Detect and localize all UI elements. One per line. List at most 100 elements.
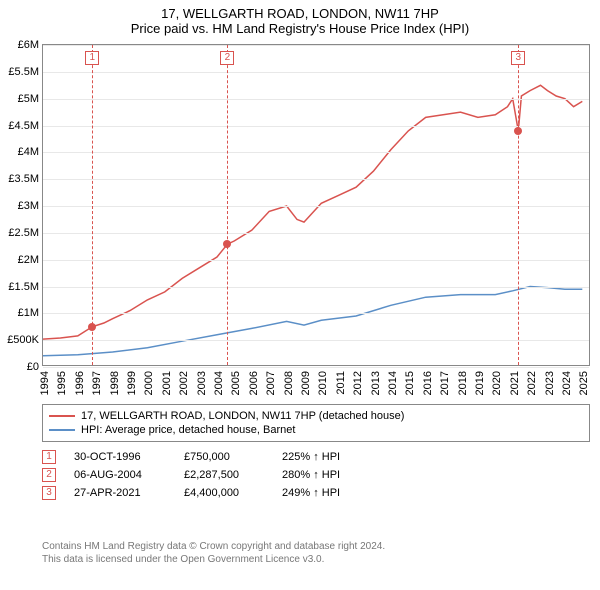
x-axis-tick-label: 2003: [196, 371, 208, 395]
gridline-horizontal: [43, 152, 589, 153]
legend-item: 17, WELLGARTH ROAD, LONDON, NW11 7HP (de…: [49, 409, 583, 423]
y-axis-tick-label: £3.5M: [8, 173, 39, 185]
x-axis-tick-label: 2021: [509, 371, 521, 395]
sale-row: 1 30-OCT-1996 £750,000 225% ↑ HPI: [42, 448, 340, 466]
gridline-horizontal: [43, 126, 589, 127]
y-axis-tick-label: £0: [27, 361, 39, 373]
title-block: 17, WELLGARTH ROAD, LONDON, NW11 7HP Pri…: [0, 0, 600, 38]
gridline-horizontal: [43, 233, 589, 234]
gridline-horizontal: [43, 340, 589, 341]
gridline-horizontal: [43, 179, 589, 180]
gridline-horizontal: [43, 313, 589, 314]
x-axis-tick-label: 2010: [317, 371, 329, 395]
sale-row-marker: 2: [42, 468, 56, 482]
footer-line-1: Contains HM Land Registry data © Crown c…: [42, 540, 385, 553]
y-axis-tick-label: £2.5M: [8, 227, 39, 239]
sale-date: 06-AUG-2004: [74, 469, 166, 481]
sale-dot: [223, 240, 231, 248]
x-axis-tick-label: 2023: [544, 371, 556, 395]
chart-subtitle: Price paid vs. HM Land Registry's House …: [0, 21, 600, 36]
x-axis-tick-label: 1996: [74, 371, 86, 395]
y-axis-tick-label: £500K: [7, 334, 39, 346]
x-axis-tick-label: 2025: [578, 371, 590, 395]
x-axis-tick-label: 2019: [474, 371, 486, 395]
series-line-hpi: [43, 287, 582, 356]
sale-dot: [88, 323, 96, 331]
x-axis-tick-label: 2000: [143, 371, 155, 395]
x-axis-tick-label: 2014: [387, 371, 399, 395]
legend-label: HPI: Average price, detached house, Barn…: [81, 424, 295, 436]
sale-row-marker: 3: [42, 486, 56, 500]
sale-date: 27-APR-2021: [74, 487, 166, 499]
legend: 17, WELLGARTH ROAD, LONDON, NW11 7HP (de…: [42, 404, 590, 442]
y-axis-tick-label: £1M: [18, 307, 39, 319]
legend-swatch: [49, 415, 75, 417]
sale-marker-vline: [518, 45, 519, 365]
series-line-property: [43, 85, 582, 339]
sale-pct: 225% ↑ HPI: [282, 451, 340, 463]
sales-table: 1 30-OCT-1996 £750,000 225% ↑ HPI 2 06-AUG-20…: [42, 448, 340, 502]
sale-dot: [514, 127, 522, 135]
sale-marker-vline: [92, 45, 93, 365]
sale-row-marker: 1: [42, 450, 56, 464]
footer-line-2: This data is licensed under the Open Gov…: [42, 553, 385, 566]
legend-swatch: [49, 429, 75, 431]
gridline-horizontal: [43, 72, 589, 73]
gridline-horizontal: [43, 367, 589, 368]
x-axis-tick-label: 2024: [561, 371, 573, 395]
sale-price: £750,000: [184, 451, 264, 463]
y-axis-tick-label: £4M: [18, 146, 39, 158]
y-axis-tick-label: £6M: [18, 39, 39, 51]
gridline-horizontal: [43, 45, 589, 46]
x-axis-tick-label: 2018: [457, 371, 469, 395]
x-axis-tick-label: 1998: [109, 371, 121, 395]
x-axis-tick-label: 2012: [352, 371, 364, 395]
x-axis-tick-label: 2002: [178, 371, 190, 395]
attribution-footer: Contains HM Land Registry data © Crown c…: [42, 540, 385, 566]
chart-title: 17, WELLGARTH ROAD, LONDON, NW11 7HP: [0, 6, 600, 21]
sale-marker-box: 3: [511, 51, 525, 65]
y-axis-tick-label: £5M: [18, 93, 39, 105]
plot-area: £0£500K£1M£1.5M£2M£2.5M£3M£3.5M£4M£4.5M£…: [42, 44, 590, 366]
sale-row: 2 06-AUG-2004 £2,287,500 280% ↑ HPI: [42, 466, 340, 484]
y-axis-tick-label: £4.5M: [8, 120, 39, 132]
sale-price: £4,400,000: [184, 487, 264, 499]
x-axis-tick-label: 2008: [283, 371, 295, 395]
y-axis-tick-label: £1.5M: [8, 281, 39, 293]
x-axis-tick-label: 2017: [439, 371, 451, 395]
x-axis-tick-label: 2022: [526, 371, 538, 395]
gridline-horizontal: [43, 99, 589, 100]
legend-label: 17, WELLGARTH ROAD, LONDON, NW11 7HP (de…: [81, 410, 404, 422]
x-axis-tick-label: 1999: [126, 371, 138, 395]
x-axis-tick-label: 2020: [491, 371, 503, 395]
sale-marker-vline: [227, 45, 228, 365]
chart-container: 17, WELLGARTH ROAD, LONDON, NW11 7HP Pri…: [0, 0, 600, 590]
sale-marker-box: 1: [85, 51, 99, 65]
x-axis-tick-label: 2011: [335, 371, 347, 395]
x-axis-tick-label: 1995: [56, 371, 68, 395]
x-axis-tick-label: 2009: [300, 371, 312, 395]
sale-price: £2,287,500: [184, 469, 264, 481]
y-axis-tick-label: £2M: [18, 254, 39, 266]
x-axis-tick-label: 2006: [248, 371, 260, 395]
x-axis-tick-label: 2001: [161, 371, 173, 395]
y-axis-tick-label: £3M: [18, 200, 39, 212]
x-axis-tick-label: 2016: [422, 371, 434, 395]
x-axis-tick-label: 2007: [265, 371, 277, 395]
x-axis-tick-label: 2005: [230, 371, 242, 395]
sale-row: 3 27-APR-2021 £4,400,000 249% ↑ HPI: [42, 484, 340, 502]
legend-item: HPI: Average price, detached house, Barn…: [49, 423, 583, 437]
x-axis-tick-label: 2004: [213, 371, 225, 395]
x-axis-tick-label: 1997: [91, 371, 103, 395]
sale-pct: 280% ↑ HPI: [282, 469, 340, 481]
gridline-horizontal: [43, 206, 589, 207]
x-axis-tick-label: 1994: [39, 371, 51, 395]
sale-date: 30-OCT-1996: [74, 451, 166, 463]
sale-marker-box: 2: [220, 51, 234, 65]
x-axis-tick-label: 2015: [404, 371, 416, 395]
sale-pct: 249% ↑ HPI: [282, 487, 340, 499]
gridline-horizontal: [43, 260, 589, 261]
gridline-horizontal: [43, 287, 589, 288]
x-axis-tick-label: 2013: [370, 371, 382, 395]
y-axis-tick-label: £5.5M: [8, 66, 39, 78]
